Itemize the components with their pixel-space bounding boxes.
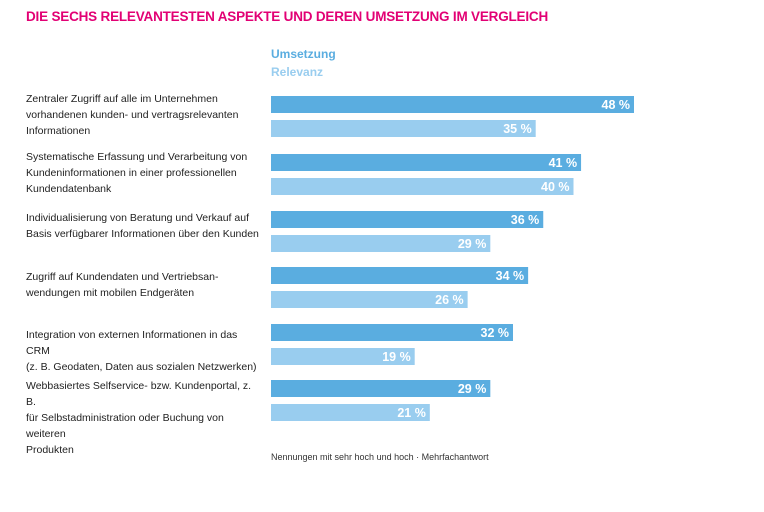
bar-relevanz (271, 404, 430, 421)
bar-value-label: 19 % (382, 350, 411, 364)
category-label-line: Kundeninformationen in einer professione… (26, 167, 237, 179)
category-label-line: Zugriff auf Kundendaten und Vertriebsan- (26, 271, 219, 283)
bar-value-label: 41 % (549, 156, 578, 170)
bar-relevanz (271, 291, 468, 308)
bar-value-label: 34 % (496, 269, 525, 283)
category-label: Integration von externen Informationen i… (26, 327, 262, 375)
category-label-line: Informationen (26, 125, 91, 137)
bar-value-label: 29 % (458, 237, 487, 251)
category-label-line: Kundendatenbank (26, 183, 112, 195)
bar-value-label: 36 % (511, 213, 540, 227)
category-label: Zugriff auf Kundendaten und Vertriebsan-… (26, 269, 262, 301)
category-label: Zentraler Zugriff auf alle im Unternehme… (26, 91, 262, 139)
category-label-line: Basis verfügbarer Informationen über den… (26, 228, 259, 240)
category-label-line: Individualisierung von Beratung und Verk… (26, 212, 249, 224)
category-label: Webbasiertes Selfservice- bzw. Kundenpor… (26, 378, 262, 458)
bar-value-label: 26 % (435, 293, 464, 307)
bar-value-label: 32 % (481, 326, 510, 340)
bar-relevanz (271, 120, 536, 137)
bar-value-label: 40 % (541, 180, 570, 194)
bar-relevanz (271, 348, 415, 365)
bar-value-label: 35 % (503, 122, 532, 136)
category-label-line: vorhandenen kunden- und vertragsrelevant… (26, 109, 239, 121)
footnote: Nennungen mit sehr hoch und hoch · Mehrf… (271, 452, 489, 462)
bar-value-label: 29 % (458, 382, 487, 396)
bar-umsetzung (271, 267, 529, 284)
category-label-line: für Selbstadministration oder Buchung vo… (26, 412, 224, 440)
chart-title: DIE SECHS RELEVANTESTEN ASPEKTE UND DERE… (26, 9, 548, 24)
legend-relevanz: Relevanz (271, 65, 324, 79)
category-label-line: Zentraler Zugriff auf alle im Unternehme… (26, 93, 218, 105)
bar-umsetzung (271, 380, 491, 397)
bar-umsetzung (271, 96, 634, 113)
bar-umsetzung (271, 211, 544, 228)
bar-relevanz (271, 235, 491, 252)
category-label-line: Webbasiertes Selfservice- bzw. Kundenpor… (26, 380, 252, 408)
legend-umsetzung: Umsetzung (271, 47, 336, 61)
bar-umsetzung (271, 324, 513, 341)
category-label-line: wendungen mit mobilen Endgeräten (26, 287, 195, 299)
bar-value-label: 21 % (397, 406, 426, 420)
bar-relevanz (271, 178, 574, 195)
category-label-line: Integration von externen Informationen i… (26, 329, 238, 357)
category-label-line: Produkten (26, 444, 74, 456)
bar-value-label: 48 % (602, 98, 631, 112)
category-label-line: Systematische Erfassung und Verarbeitung… (26, 151, 248, 163)
category-label-line: (z. B. Geodaten, Daten aus sozialen Netz… (26, 361, 257, 373)
bar-umsetzung (271, 154, 582, 171)
category-label: Individualisierung von Beratung und Verk… (26, 210, 262, 242)
category-label: Systematische Erfassung und Verarbeitung… (26, 149, 262, 197)
